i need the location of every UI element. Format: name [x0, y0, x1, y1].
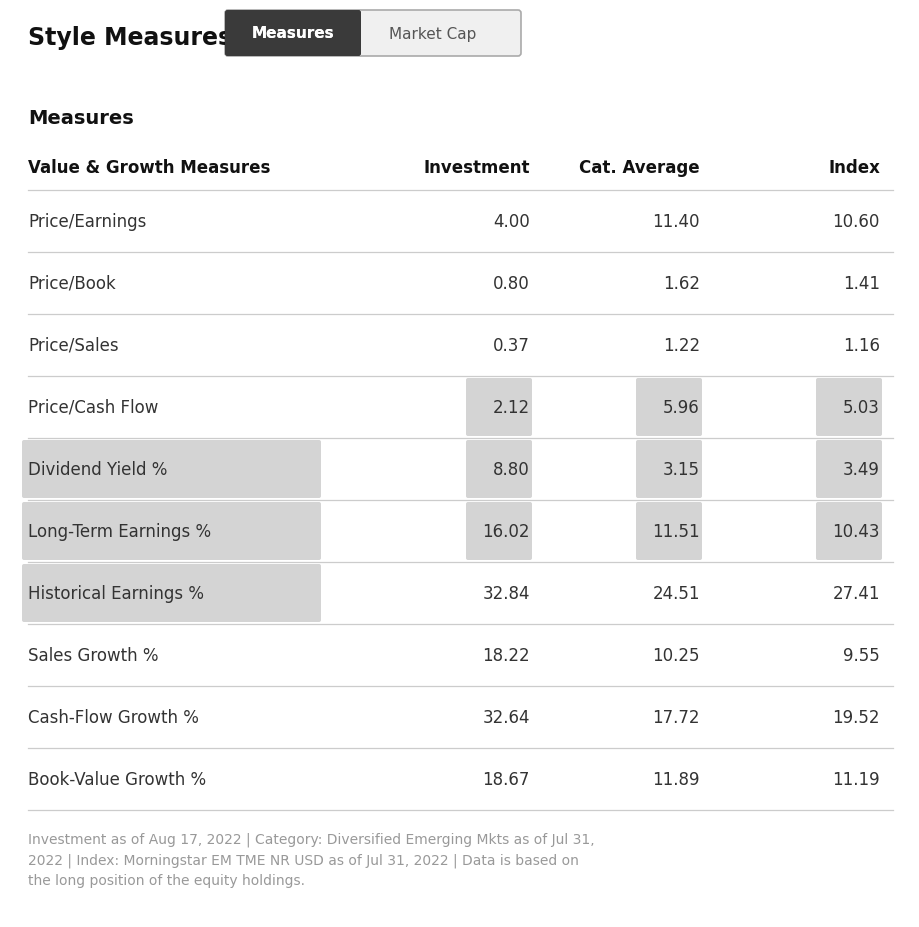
- FancyBboxPatch shape: [816, 378, 882, 437]
- FancyBboxPatch shape: [225, 11, 361, 57]
- Text: Price/Book: Price/Book: [28, 274, 116, 293]
- Text: 1.62: 1.62: [663, 274, 700, 293]
- Text: 10.43: 10.43: [833, 523, 880, 540]
- Text: 9.55: 9.55: [844, 646, 880, 665]
- Text: Price/Cash Flow: Price/Cash Flow: [28, 399, 158, 416]
- Text: Value & Growth Measures: Value & Growth Measures: [28, 159, 270, 177]
- Text: 11.19: 11.19: [833, 770, 880, 788]
- Text: 24.51: 24.51: [652, 584, 700, 603]
- Text: 1.22: 1.22: [663, 337, 700, 355]
- FancyBboxPatch shape: [225, 11, 521, 57]
- Text: Sales Growth %: Sales Growth %: [28, 646, 158, 665]
- Text: Measures: Measures: [252, 27, 335, 42]
- FancyBboxPatch shape: [816, 440, 882, 499]
- Text: 8.80: 8.80: [494, 461, 530, 478]
- Text: 11.51: 11.51: [652, 523, 700, 540]
- Text: 1.41: 1.41: [843, 274, 880, 293]
- Text: Cat. Average: Cat. Average: [579, 159, 700, 177]
- Text: Long-Term Earnings %: Long-Term Earnings %: [28, 523, 211, 540]
- Text: 0.37: 0.37: [494, 337, 530, 355]
- Text: 18.22: 18.22: [482, 646, 530, 665]
- Text: 4.00: 4.00: [494, 213, 530, 231]
- FancyBboxPatch shape: [22, 565, 321, 622]
- Text: Book-Value Growth %: Book-Value Growth %: [28, 770, 206, 788]
- Text: 16.02: 16.02: [482, 523, 530, 540]
- FancyBboxPatch shape: [466, 378, 532, 437]
- Text: 10.25: 10.25: [652, 646, 700, 665]
- Text: 2.12: 2.12: [493, 399, 530, 416]
- Text: Cash-Flow Growth %: Cash-Flow Growth %: [28, 708, 199, 726]
- Text: Market Cap: Market Cap: [390, 27, 477, 42]
- Text: 5.96: 5.96: [664, 399, 700, 416]
- Text: 1.16: 1.16: [843, 337, 880, 355]
- FancyBboxPatch shape: [636, 440, 702, 499]
- Text: Investment as of Aug 17, 2022 | Category: Diversified Emerging Mkts as of Jul 31: Investment as of Aug 17, 2022 | Category…: [28, 832, 595, 887]
- FancyBboxPatch shape: [816, 502, 882, 561]
- Text: 10.60: 10.60: [833, 213, 880, 231]
- FancyBboxPatch shape: [225, 11, 361, 57]
- Text: 11.40: 11.40: [652, 213, 700, 231]
- Text: 5.03: 5.03: [843, 399, 880, 416]
- Text: 3.49: 3.49: [843, 461, 880, 478]
- Text: 0.80: 0.80: [494, 274, 530, 293]
- Text: 32.64: 32.64: [482, 708, 530, 726]
- Text: Price/Earnings: Price/Earnings: [28, 213, 146, 231]
- FancyBboxPatch shape: [22, 440, 321, 499]
- FancyBboxPatch shape: [466, 440, 532, 499]
- FancyBboxPatch shape: [466, 502, 532, 561]
- Text: 11.89: 11.89: [652, 770, 700, 788]
- Text: 17.72: 17.72: [652, 708, 700, 726]
- Text: 3.15: 3.15: [663, 461, 700, 478]
- Text: Historical Earnings %: Historical Earnings %: [28, 584, 204, 603]
- Text: Dividend Yield %: Dividend Yield %: [28, 461, 167, 478]
- Text: 19.52: 19.52: [833, 708, 880, 726]
- Text: Measures: Measures: [28, 108, 134, 127]
- FancyBboxPatch shape: [22, 502, 321, 561]
- FancyBboxPatch shape: [636, 378, 702, 437]
- Text: Index: Index: [828, 159, 880, 177]
- Text: 27.41: 27.41: [833, 584, 880, 603]
- Text: Measures: Measures: [252, 27, 335, 42]
- Text: 18.67: 18.67: [482, 770, 530, 788]
- FancyBboxPatch shape: [636, 502, 702, 561]
- Text: Investment: Investment: [424, 159, 530, 177]
- Text: Price/Sales: Price/Sales: [28, 337, 119, 355]
- Text: 32.84: 32.84: [482, 584, 530, 603]
- Text: Style Measures: Style Measures: [28, 26, 233, 50]
